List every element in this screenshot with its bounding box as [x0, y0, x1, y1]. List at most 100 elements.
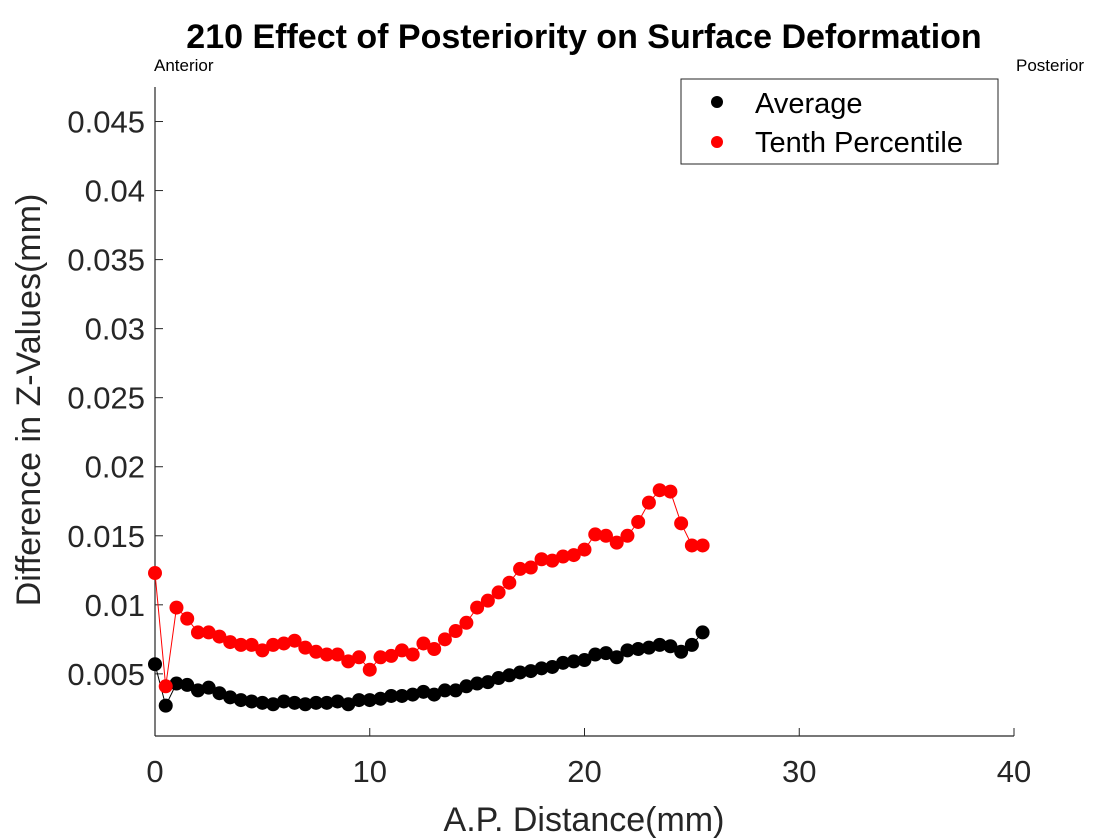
x-tick-label: 30 [782, 754, 816, 789]
y-tick-label: 0.04 [85, 174, 145, 209]
data-point-tenth-percentile [598, 528, 613, 543]
data-point-average [480, 675, 495, 690]
data-point-average [319, 695, 334, 710]
y-tick-label: 0.03 [85, 312, 145, 347]
legend: Average Tenth Percentile [680, 78, 999, 165]
data-point-tenth-percentile [169, 600, 184, 615]
data-point-tenth-percentile [384, 648, 399, 663]
data-point-tenth-percentile [223, 635, 238, 650]
data-point-average [556, 655, 571, 670]
data-point-tenth-percentile [491, 585, 506, 600]
data-point-tenth-percentile [502, 575, 517, 590]
data-point-tenth-percentile [405, 647, 420, 662]
data-point-tenth-percentile [545, 553, 560, 568]
data-point-average [674, 644, 689, 659]
data-point-average [352, 693, 367, 708]
data-point-tenth-percentile [448, 624, 463, 639]
data-point-average [459, 679, 474, 694]
data-point-tenth-percentile [362, 662, 377, 677]
legend-box [680, 78, 999, 165]
data-point-tenth-percentile [534, 552, 549, 567]
data-point-average [427, 687, 442, 702]
legend-label-tenth-percentile: Tenth Percentile [755, 127, 963, 159]
data-point-average [566, 654, 581, 669]
data-point-tenth-percentile [373, 650, 388, 665]
legend-label-average: Average [755, 88, 863, 120]
data-point-tenth-percentile [566, 548, 581, 563]
data-point-average [631, 642, 646, 657]
data-point-average [513, 665, 528, 680]
data-point-tenth-percentile [255, 643, 270, 658]
data-point-tenth-percentile [513, 561, 528, 576]
data-point-tenth-percentile [309, 644, 324, 659]
data-point-average [684, 637, 699, 652]
chart-title: 210 Effect of Posteriority on Surface De… [186, 18, 981, 56]
data-point-average [330, 694, 345, 709]
legend-marker-tenth-percentile [711, 136, 723, 148]
data-point-average [523, 664, 538, 679]
data-point-average [223, 690, 238, 705]
data-point-average [255, 695, 270, 710]
x-tick-label: 0 [146, 754, 163, 789]
data-point-average [588, 647, 603, 662]
data-point-average [598, 646, 613, 661]
y-tick-label: 0.045 [67, 105, 145, 140]
y-tick-label: 0.02 [85, 450, 145, 485]
data-point-average [652, 637, 667, 652]
data-point-tenth-percentile [201, 625, 216, 640]
data-point-tenth-percentile [180, 611, 195, 626]
plot-area [148, 483, 710, 713]
data-point-tenth-percentile [148, 566, 162, 581]
y-ticks: 0.005 0.01 0.015 0.02 0.025 0.03 0.035 0.04 0.04… [67, 105, 163, 692]
x-axis-title: A.P. Distance(mm) [444, 801, 725, 839]
data-point-average [309, 695, 324, 710]
y-tick-label: 0.025 [67, 381, 145, 416]
data-point-average [169, 676, 184, 691]
legend-marker-average [711, 96, 723, 108]
data-point-average [384, 688, 399, 703]
data-point-tenth-percentile [674, 516, 689, 531]
data-point-average [266, 697, 281, 712]
data-point-tenth-percentile [244, 637, 259, 652]
data-point-average [341, 697, 356, 712]
y-tick-label: 0.035 [67, 243, 145, 278]
data-point-average [534, 661, 549, 676]
data-point-average [362, 693, 377, 708]
y-tick-label: 0.015 [67, 519, 145, 554]
data-point-tenth-percentile [684, 538, 699, 553]
data-point-average [695, 625, 710, 640]
data-point-average [609, 650, 624, 665]
data-point-average [491, 671, 506, 686]
y-tick-label: 0.005 [67, 657, 145, 692]
data-point-average [405, 687, 420, 702]
data-point-average [190, 683, 205, 698]
data-point-tenth-percentile [330, 647, 345, 662]
data-point-average [244, 694, 259, 709]
data-point-tenth-percentile [523, 560, 538, 575]
x-ticks: 0 10 20 30 40 [146, 728, 1031, 789]
data-point-tenth-percentile [341, 654, 356, 669]
data-point-average [373, 691, 388, 706]
data-point-average [641, 640, 656, 655]
data-point-average [212, 686, 227, 701]
posterior-label: Posterior [1016, 56, 1084, 75]
data-point-tenth-percentile [480, 593, 495, 608]
data-point-tenth-percentile [577, 542, 592, 557]
data-point-average [148, 657, 162, 672]
anterior-label: Anterior [154, 56, 214, 75]
data-point-tenth-percentile [298, 640, 313, 655]
data-point-average [201, 680, 216, 695]
data-point-average [620, 643, 635, 658]
data-point-tenth-percentile [319, 647, 334, 662]
data-point-average [448, 683, 463, 698]
data-point-average [233, 693, 248, 708]
y-tick-label: 0.01 [85, 588, 145, 623]
x-tick-label: 10 [353, 754, 387, 789]
data-point-tenth-percentile [212, 629, 227, 644]
data-point-tenth-percentile [620, 528, 635, 543]
data-point-tenth-percentile [437, 632, 452, 647]
data-point-tenth-percentile [652, 483, 667, 498]
data-point-tenth-percentile [631, 514, 646, 529]
data-point-average [663, 639, 678, 654]
x-tick-label: 20 [567, 754, 601, 789]
